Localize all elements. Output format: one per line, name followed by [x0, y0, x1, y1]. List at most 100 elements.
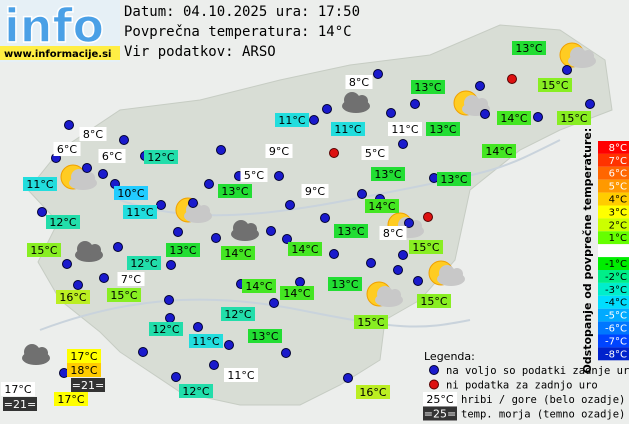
site: www.informacije.si	[4, 49, 112, 60]
station-dot	[37, 207, 47, 217]
station-dot	[386, 108, 396, 118]
station-dot	[366, 258, 376, 268]
station-label-box	[275, 113, 309, 127]
station-label-box	[54, 392, 88, 406]
station-label: 7°C	[121, 273, 141, 286]
station-label-box	[288, 242, 322, 256]
station-label: 14°C	[283, 287, 310, 300]
scale-swatch	[598, 257, 629, 270]
station-dot	[295, 277, 305, 287]
station-label: 14°C	[245, 280, 272, 293]
station-label: =21=	[4, 398, 36, 411]
scale-label: -6°C	[605, 324, 627, 335]
station-dot	[211, 233, 221, 243]
scale-label: -1°C	[605, 259, 627, 270]
station-dot	[209, 360, 219, 370]
scale-swatch	[598, 205, 629, 219]
station-label-box	[27, 243, 61, 257]
legend-symbol-box	[423, 392, 457, 406]
station-label-box	[53, 142, 81, 156]
scale-label: 4°C	[609, 195, 627, 206]
station-label-box	[280, 286, 314, 300]
station-label: 11°C	[126, 206, 153, 219]
station-dot	[322, 104, 332, 114]
station-label: 14°C	[291, 243, 318, 256]
station-label: 16°C	[359, 386, 386, 399]
station-label-box	[426, 122, 460, 136]
station-dot	[393, 265, 403, 275]
legend-text: temp. morja (temno ozadje)	[461, 409, 625, 421]
station-dot	[62, 259, 72, 269]
station-label: 8°C	[83, 128, 103, 141]
station-dot	[533, 112, 543, 122]
station-label-box	[557, 111, 591, 125]
station-label-box	[71, 378, 105, 392]
cloud	[356, 95, 368, 107]
station-dot	[216, 145, 226, 155]
scale-swatch	[598, 347, 629, 361]
station-label-box	[79, 127, 107, 141]
station-dot	[398, 250, 408, 260]
station-labels: 13°C 15°C 13°C 8°C 11°C 11°C 11°C 13°C 14°C 15°C 8…	[1, 41, 591, 411]
station-label: 10°C	[117, 187, 144, 200]
station-dot	[309, 115, 319, 125]
scale-label: -4°C	[605, 298, 627, 309]
station-label: 15°C	[110, 289, 137, 302]
legend-text: hribi / gore (belo ozadje)	[461, 394, 625, 406]
cloud	[570, 47, 586, 63]
scale-swatch	[598, 321, 629, 335]
scale-title: Odstopanje od povprečne temperature:	[581, 128, 594, 374]
station-dot	[410, 99, 420, 109]
station-label-box	[265, 144, 293, 158]
station-label-box	[46, 215, 80, 229]
station-label-box	[240, 168, 268, 182]
station-label-box	[354, 315, 388, 329]
scale-label: 1°C	[609, 233, 627, 244]
station-dot	[171, 372, 181, 382]
station-dot	[173, 227, 183, 237]
station-dot	[224, 340, 234, 350]
scale-label: -3°C	[605, 285, 627, 296]
station-label-box	[221, 307, 255, 321]
station-label-box	[221, 246, 255, 260]
station-label-box	[123, 205, 157, 219]
station-label: 6°C	[57, 143, 77, 156]
station-label: 14°C	[224, 247, 251, 260]
cloud	[24, 344, 40, 360]
station-label-box	[67, 349, 101, 363]
station-label: 17°C	[70, 350, 97, 363]
color-scale: Odstopanje od povprečne temperature: 8°C 7…	[581, 128, 629, 374]
cloud	[582, 50, 594, 62]
station-dot	[64, 120, 74, 130]
station-label: 13°C	[515, 42, 542, 55]
station-label: 11°C	[278, 114, 305, 127]
station-dot	[99, 273, 109, 283]
station-label: 11°C	[192, 335, 219, 348]
legend-dot	[429, 365, 439, 375]
cloud	[377, 286, 393, 302]
station-dot	[320, 213, 330, 223]
logo: info	[4, 0, 104, 53]
scale-label: -5°C	[605, 311, 627, 322]
station-dot	[188, 198, 198, 208]
station-label: 13°C	[440, 173, 467, 186]
station-label-box	[361, 146, 389, 160]
station-dot	[73, 280, 83, 290]
station-label-box	[166, 243, 200, 257]
station-label: 15°C	[541, 79, 568, 92]
station-label-box	[437, 172, 471, 186]
legend-text: ni podatka za zadnjo uro	[446, 380, 598, 392]
scale-swatch	[598, 218, 629, 232]
cloud	[245, 223, 257, 235]
station-label-box	[127, 256, 161, 270]
legend-symbol: =25=	[424, 408, 456, 421]
station-label-box	[242, 279, 276, 293]
station-label: 16°C	[59, 291, 86, 304]
station-dot	[357, 189, 367, 199]
station-label-box	[224, 368, 258, 382]
station-label-box	[334, 224, 368, 238]
station-dot	[166, 260, 176, 270]
station-label-box	[98, 149, 126, 163]
station-dot	[274, 171, 284, 181]
